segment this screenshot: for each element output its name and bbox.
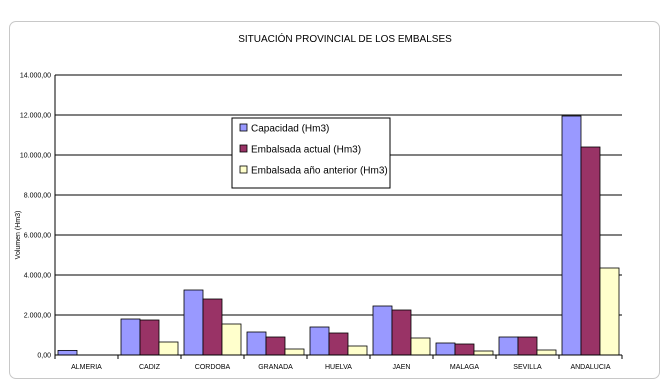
y-tick-label: 0,00 [37, 353, 51, 360]
bar [498, 336, 519, 356]
legend-swatch [239, 144, 248, 153]
axes [54, 75, 623, 359]
y-tick-label: 10.000,00 [20, 153, 51, 160]
legend-swatch [239, 165, 248, 174]
y-tick-label: 4.000,00 [24, 273, 51, 280]
bar [391, 309, 412, 356]
chart-area [9, 21, 660, 379]
x-tick-label: GRANADA [258, 364, 293, 371]
x-tick-label: ANDALUCIA [570, 364, 610, 371]
y-tick-label: 6.000,00 [24, 233, 51, 240]
bar [284, 348, 305, 356]
legend-label: Capacidad (Hm3) [251, 124, 329, 135]
legend: Capacidad (Hm3) Embalsada actual (Hm3) Emb… [231, 117, 391, 189]
x-tick-label: ALMERIA [71, 364, 102, 371]
bar [454, 343, 475, 356]
bar [580, 146, 601, 356]
bar [221, 323, 242, 356]
x-tick-label: HUELVA [325, 364, 352, 371]
bar [265, 336, 286, 356]
legend-box [231, 117, 391, 189]
legend-label: Embalsada actual (Hm3) [251, 145, 361, 156]
gridlines [55, 74, 622, 316]
bar [139, 319, 160, 356]
y-tick-label: 8.000,00 [24, 193, 51, 200]
bar [561, 115, 582, 356]
bar [183, 289, 204, 356]
x-tick-label: JAEN [393, 364, 411, 371]
bar [57, 349, 78, 356]
bar [347, 345, 368, 356]
legend-label: Embalsada año anterior (Hm3) [251, 166, 388, 177]
legend-swatch [239, 123, 248, 132]
bar [435, 342, 456, 356]
x-tick-label: CORDOBA [195, 364, 231, 371]
x-tick-label: MALAGA [450, 364, 480, 371]
y-tick-label: 14.000,00 [20, 73, 51, 80]
bar [473, 350, 494, 356]
bar [517, 336, 538, 356]
y-tick-label: 12.000,00 [20, 113, 51, 120]
x-tick-labels: ALMERIA CADIZ CORDOBA GRANADA HUELVA JAEN MALA… [71, 364, 611, 371]
bar [410, 337, 431, 356]
bar [536, 349, 557, 356]
bar [372, 305, 393, 356]
bar [202, 298, 223, 356]
y-tick-label: 2.000,00 [24, 313, 51, 320]
chart-title: SITUACIÓN PROVINCIAL DE LOS EMBALSES [238, 32, 452, 45]
x-tick-label: CADIZ [139, 364, 161, 371]
bar-group [57, 115, 620, 356]
x-tick-label: SEVILLA [513, 364, 542, 371]
y-axis-label: Volumen (Hm3) [15, 211, 22, 260]
bar [120, 318, 141, 356]
bar [599, 267, 620, 356]
bar [328, 332, 349, 356]
bar [309, 326, 330, 356]
bar [246, 331, 267, 356]
bar [158, 341, 179, 356]
y-tick-labels: 0,00 2.000,00 4.000,00 6.000,00 8.000,00 10.0… [20, 73, 51, 360]
